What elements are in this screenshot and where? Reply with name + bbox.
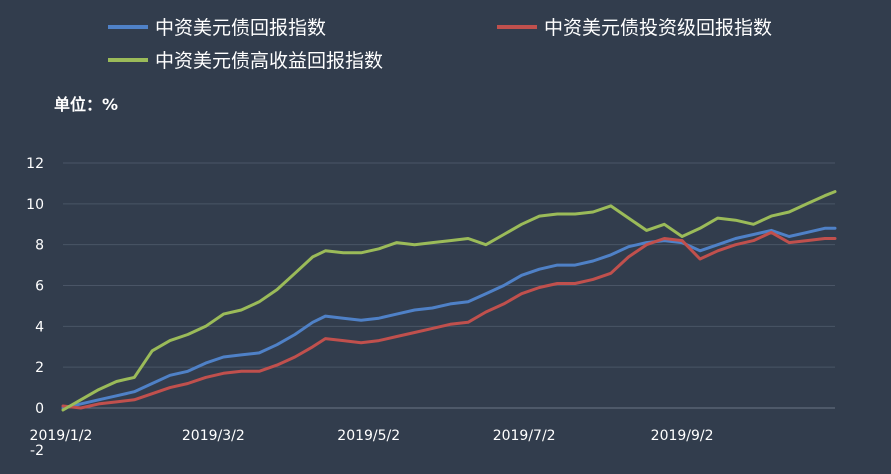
- series-line-2: [61, 190, 837, 412]
- legend-label-series-1: 中资美元债投资级回报指数: [544, 17, 772, 39]
- unit-label: 单位：%: [54, 95, 118, 114]
- series-lines: [61, 190, 837, 412]
- y-tick-label-8: 8: [35, 238, 44, 254]
- x-tick-label-2: 2019/5/2: [337, 428, 400, 444]
- gridlines: [63, 162, 835, 409]
- legend-label-series-2: 中资美元债高收益回报指数: [155, 50, 383, 72]
- y-tick-label-12: 12: [26, 156, 44, 172]
- y-tick-label-6: 6: [35, 279, 44, 295]
- legend-label-series-0: 中资美元债回报指数: [155, 17, 326, 39]
- x-tick-label-0: 2019/1/2: [30, 428, 93, 444]
- x-tick-label-1: 2019/3/2: [182, 428, 245, 444]
- x-tick-label-4: 2019/9/2: [651, 428, 714, 444]
- y-tick-label-0: 0: [35, 401, 44, 417]
- y-tick-label-4: 4: [35, 319, 44, 335]
- x-axis-ticks: 2019/1/2 2019/3/2 2019/5/2 2019/7/2 2019/9/2: [30, 428, 714, 444]
- series-line-1: [61, 230, 837, 410]
- x-tick-label-3: 2019/7/2: [493, 428, 556, 444]
- y-axis-ticks: -2 0 2 4 6 8 10 12: [26, 156, 44, 459]
- y-tick-label-2: 2: [35, 360, 44, 376]
- legend: 中资美元债回报指数 中资美元债投资级回报指数 中资美元债高收益回报指数: [108, 17, 772, 72]
- series-line-0: [61, 226, 837, 410]
- y-tick-label-10: 10: [26, 197, 44, 213]
- y-tick-label-neg-2: -2: [30, 443, 44, 459]
